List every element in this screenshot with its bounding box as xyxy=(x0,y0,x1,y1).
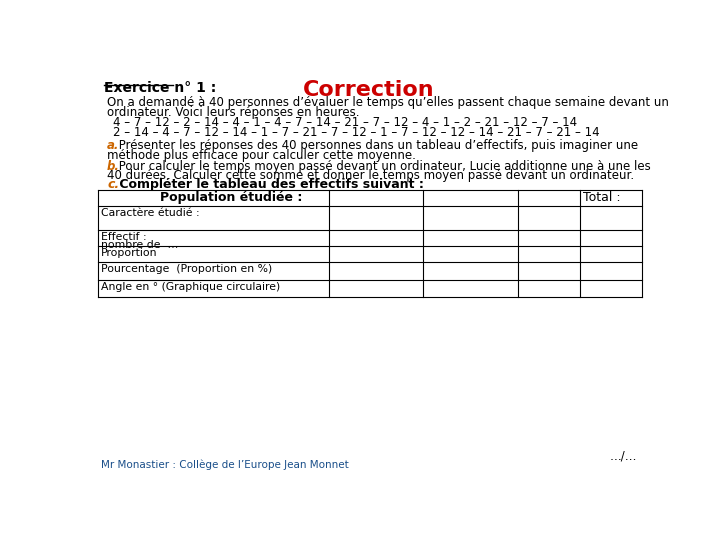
Text: b.: b. xyxy=(107,159,120,172)
Text: Présenter les réponses des 40 personnes dans un tableau d’effectifs, puis imagin: Présenter les réponses des 40 personnes … xyxy=(114,139,638,152)
Text: Exercice n° 1 :: Exercice n° 1 : xyxy=(104,81,216,95)
Text: méthode plus efficace pour calculer cette moyenne.: méthode plus efficace pour calculer cett… xyxy=(107,148,416,162)
Text: Compléter le tableau des effectifs suivant :: Compléter le tableau des effectifs suiva… xyxy=(114,178,423,191)
Text: Correction: Correction xyxy=(303,80,435,100)
Text: Effectif :: Effectif : xyxy=(101,232,146,242)
Text: c.: c. xyxy=(107,178,120,191)
Text: Pour calculer le temps moyen passé devant un ordinateur, Lucie additionne une à : Pour calculer le temps moyen passé devan… xyxy=(114,159,651,172)
Text: 4 – 7 – 12 – 2 – 14 – 4 – 1 – 4 – 7 – 14 – 21 – 7 – 12 – 4 – 1 – 2 – 21 – 12 – 7: 4 – 7 – 12 – 2 – 14 – 4 – 1 – 4 – 7 – 14… xyxy=(113,117,577,130)
Text: 2 – 14 – 4 – 7 – 12 – 14 – 1 – 7 – 21 – 7 – 12 – 1 – 7 – 12 – 12 – 14 – 21 – 7 –: 2 – 14 – 4 – 7 – 12 – 14 – 1 – 7 – 21 – … xyxy=(113,126,600,139)
Text: On a demandé à 40 personnes d’évaluer le temps qu’elles passent chaque semaine d: On a demandé à 40 personnes d’évaluer le… xyxy=(107,96,669,110)
Text: Caractère étudié :: Caractère étudié : xyxy=(101,208,199,218)
Text: a.: a. xyxy=(107,139,120,152)
Text: Pourcentage  (Proportion en %): Pourcentage (Proportion en %) xyxy=(101,264,272,274)
Text: ordinateur. Voici leurs réponses en heures.: ordinateur. Voici leurs réponses en heur… xyxy=(107,106,359,119)
Text: Population étudiée :: Population étudiée : xyxy=(160,191,302,204)
Text: Total :: Total : xyxy=(583,191,621,204)
Text: …/…: …/… xyxy=(610,449,637,462)
Text: Mr Monastier : Collège de l’Europe Jean Monnet: Mr Monastier : Collège de l’Europe Jean … xyxy=(101,460,348,470)
Text: Proportion: Proportion xyxy=(101,248,158,258)
Text: Angle en ° (Graphique circulaire): Angle en ° (Graphique circulaire) xyxy=(101,282,280,292)
Text: nombre de  …: nombre de … xyxy=(101,240,179,251)
Text: 40 durées. Calculer cette somme et donner le temps moyen passé devant un ordinat: 40 durées. Calculer cette somme et donne… xyxy=(107,168,634,182)
